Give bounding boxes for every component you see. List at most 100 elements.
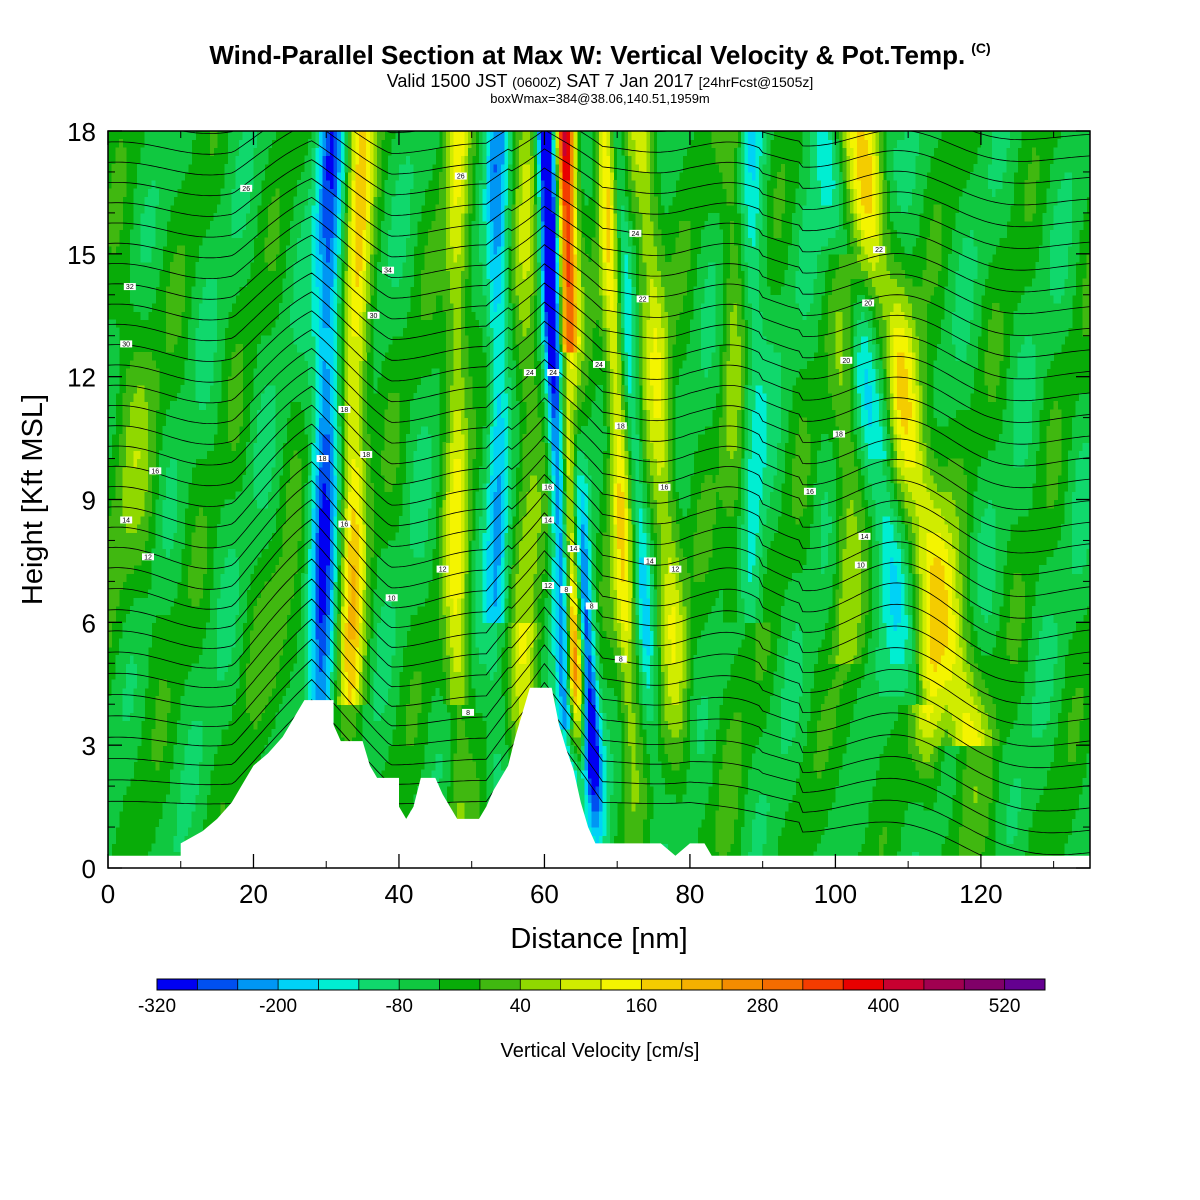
field-cell	[144, 655, 149, 664]
field-cell	[209, 384, 214, 394]
field-cell	[162, 687, 167, 697]
field-cell	[191, 786, 196, 795]
field-cell	[180, 450, 185, 460]
field-cell	[151, 384, 156, 394]
field-cell	[326, 638, 331, 648]
field-cell	[395, 458, 400, 468]
field-cell	[359, 434, 364, 443]
field-cell	[202, 761, 207, 771]
field-cell	[177, 532, 182, 542]
field-cell	[326, 614, 331, 623]
field-cell	[369, 753, 375, 763]
field-cell	[384, 753, 389, 763]
field-cell	[177, 442, 182, 451]
field-cell	[126, 491, 131, 501]
field-cell	[289, 524, 295, 533]
field-cell	[380, 638, 385, 648]
field-cell	[322, 319, 327, 329]
field-cell	[344, 507, 349, 517]
field-cell	[391, 540, 396, 550]
field-cell	[369, 196, 375, 206]
field-cell	[148, 131, 153, 140]
chart-title: Wind-Parallel Section at Max W: Vertical…	[0, 40, 1200, 71]
field-cell	[140, 171, 145, 181]
field-cell	[340, 573, 345, 582]
field-cell	[286, 524, 291, 533]
field-cell	[238, 155, 244, 165]
field-cell	[402, 491, 407, 501]
field-cell	[399, 614, 404, 623]
field-cell	[308, 171, 313, 181]
field-cell	[140, 458, 145, 468]
field-cell	[377, 171, 382, 181]
field-cell	[344, 524, 349, 533]
field-cell	[318, 606, 324, 615]
field-cell	[282, 409, 287, 419]
field-cell	[111, 777, 116, 787]
field-cell	[366, 319, 371, 329]
field-cell	[184, 761, 189, 771]
field-cell	[257, 687, 262, 697]
field-cell	[231, 630, 236, 640]
field-cell	[180, 712, 185, 722]
field-cell	[369, 737, 375, 746]
field-cell	[173, 319, 178, 329]
field-cell	[242, 171, 247, 181]
field-cell	[238, 499, 244, 509]
field-cell	[297, 499, 302, 509]
field-cell	[318, 474, 324, 484]
field-cell	[140, 253, 145, 263]
field-cell	[177, 507, 182, 517]
field-cell	[133, 753, 138, 763]
field-cell	[402, 565, 407, 574]
field-cell	[268, 393, 273, 402]
field-cell	[249, 139, 254, 148]
field-cell	[329, 606, 335, 615]
field-cell	[362, 728, 367, 738]
field-cell	[224, 253, 229, 263]
field-cell	[180, 155, 185, 165]
field-cell	[198, 745, 204, 754]
field-cell	[329, 360, 335, 370]
field-cell	[260, 466, 265, 476]
field-cell	[224, 638, 229, 648]
field-cell	[162, 434, 167, 443]
field-cell	[318, 262, 324, 271]
field-cell	[206, 303, 211, 312]
field-cell	[188, 818, 193, 828]
field-cell	[300, 343, 305, 353]
field-cell	[169, 777, 174, 787]
field-cell	[366, 524, 371, 533]
field-cell	[220, 286, 225, 296]
field-cell	[333, 311, 338, 320]
field-cell	[329, 147, 335, 157]
field-cell	[173, 524, 178, 533]
field-cell	[118, 204, 124, 214]
field-cell	[209, 720, 214, 730]
field-cell	[111, 728, 116, 738]
field-cell	[268, 466, 273, 476]
field-cell	[155, 827, 160, 836]
field-cell	[217, 679, 222, 689]
field-cell	[308, 237, 313, 247]
field-cell	[395, 253, 400, 263]
field-cell	[395, 434, 400, 443]
field-cell	[286, 409, 291, 419]
field-cell	[242, 278, 247, 288]
field-cell	[155, 237, 160, 247]
field-cell	[275, 212, 280, 222]
field-cell	[140, 622, 145, 632]
field-cell	[282, 278, 287, 288]
field-cell	[322, 671, 327, 681]
field-cell	[188, 155, 193, 165]
field-cell	[271, 384, 276, 394]
field-cell	[217, 262, 222, 271]
field-cell	[391, 638, 396, 648]
field-cell	[344, 491, 349, 501]
field-cell	[162, 450, 167, 460]
field-cell	[151, 606, 156, 615]
field-cell	[355, 393, 360, 402]
field-cell	[177, 466, 182, 476]
field-cell	[184, 360, 189, 370]
field-cell	[180, 458, 185, 468]
